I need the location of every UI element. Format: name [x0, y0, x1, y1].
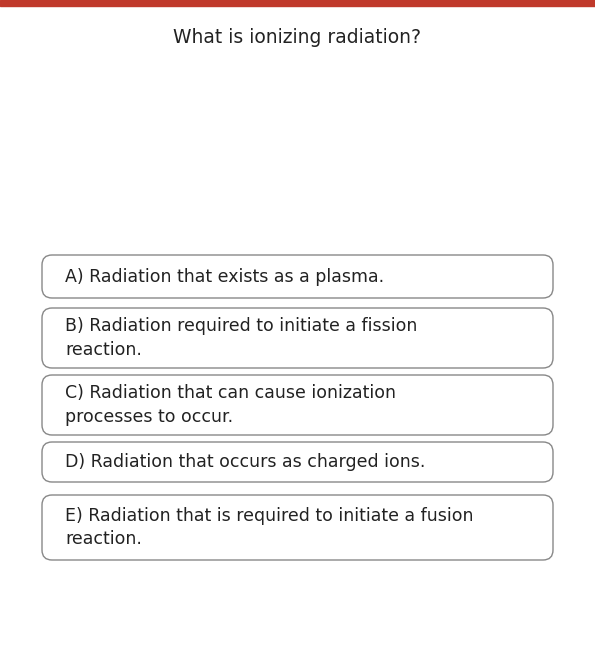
FancyBboxPatch shape: [42, 495, 553, 560]
Text: B) Radiation required to initiate a fission
reaction.: B) Radiation required to initiate a fiss…: [65, 317, 417, 359]
Text: What is ionizing radiation?: What is ionizing radiation?: [173, 28, 421, 47]
Bar: [0, 0, 595, 6]
FancyBboxPatch shape: [42, 442, 553, 482]
FancyBboxPatch shape: [42, 308, 553, 368]
FancyBboxPatch shape: [42, 255, 553, 298]
Text: E) Radiation that is required to initiate a fusion
reaction.: E) Radiation that is required to initiat…: [65, 507, 474, 548]
Text: D) Radiation that occurs as charged ions.: D) Radiation that occurs as charged ions…: [65, 453, 425, 471]
Text: C) Radiation that can cause ionization
processes to occur.: C) Radiation that can cause ionization p…: [65, 384, 396, 426]
Text: A) Radiation that exists as a plasma.: A) Radiation that exists as a plasma.: [65, 267, 384, 285]
FancyBboxPatch shape: [42, 375, 553, 435]
